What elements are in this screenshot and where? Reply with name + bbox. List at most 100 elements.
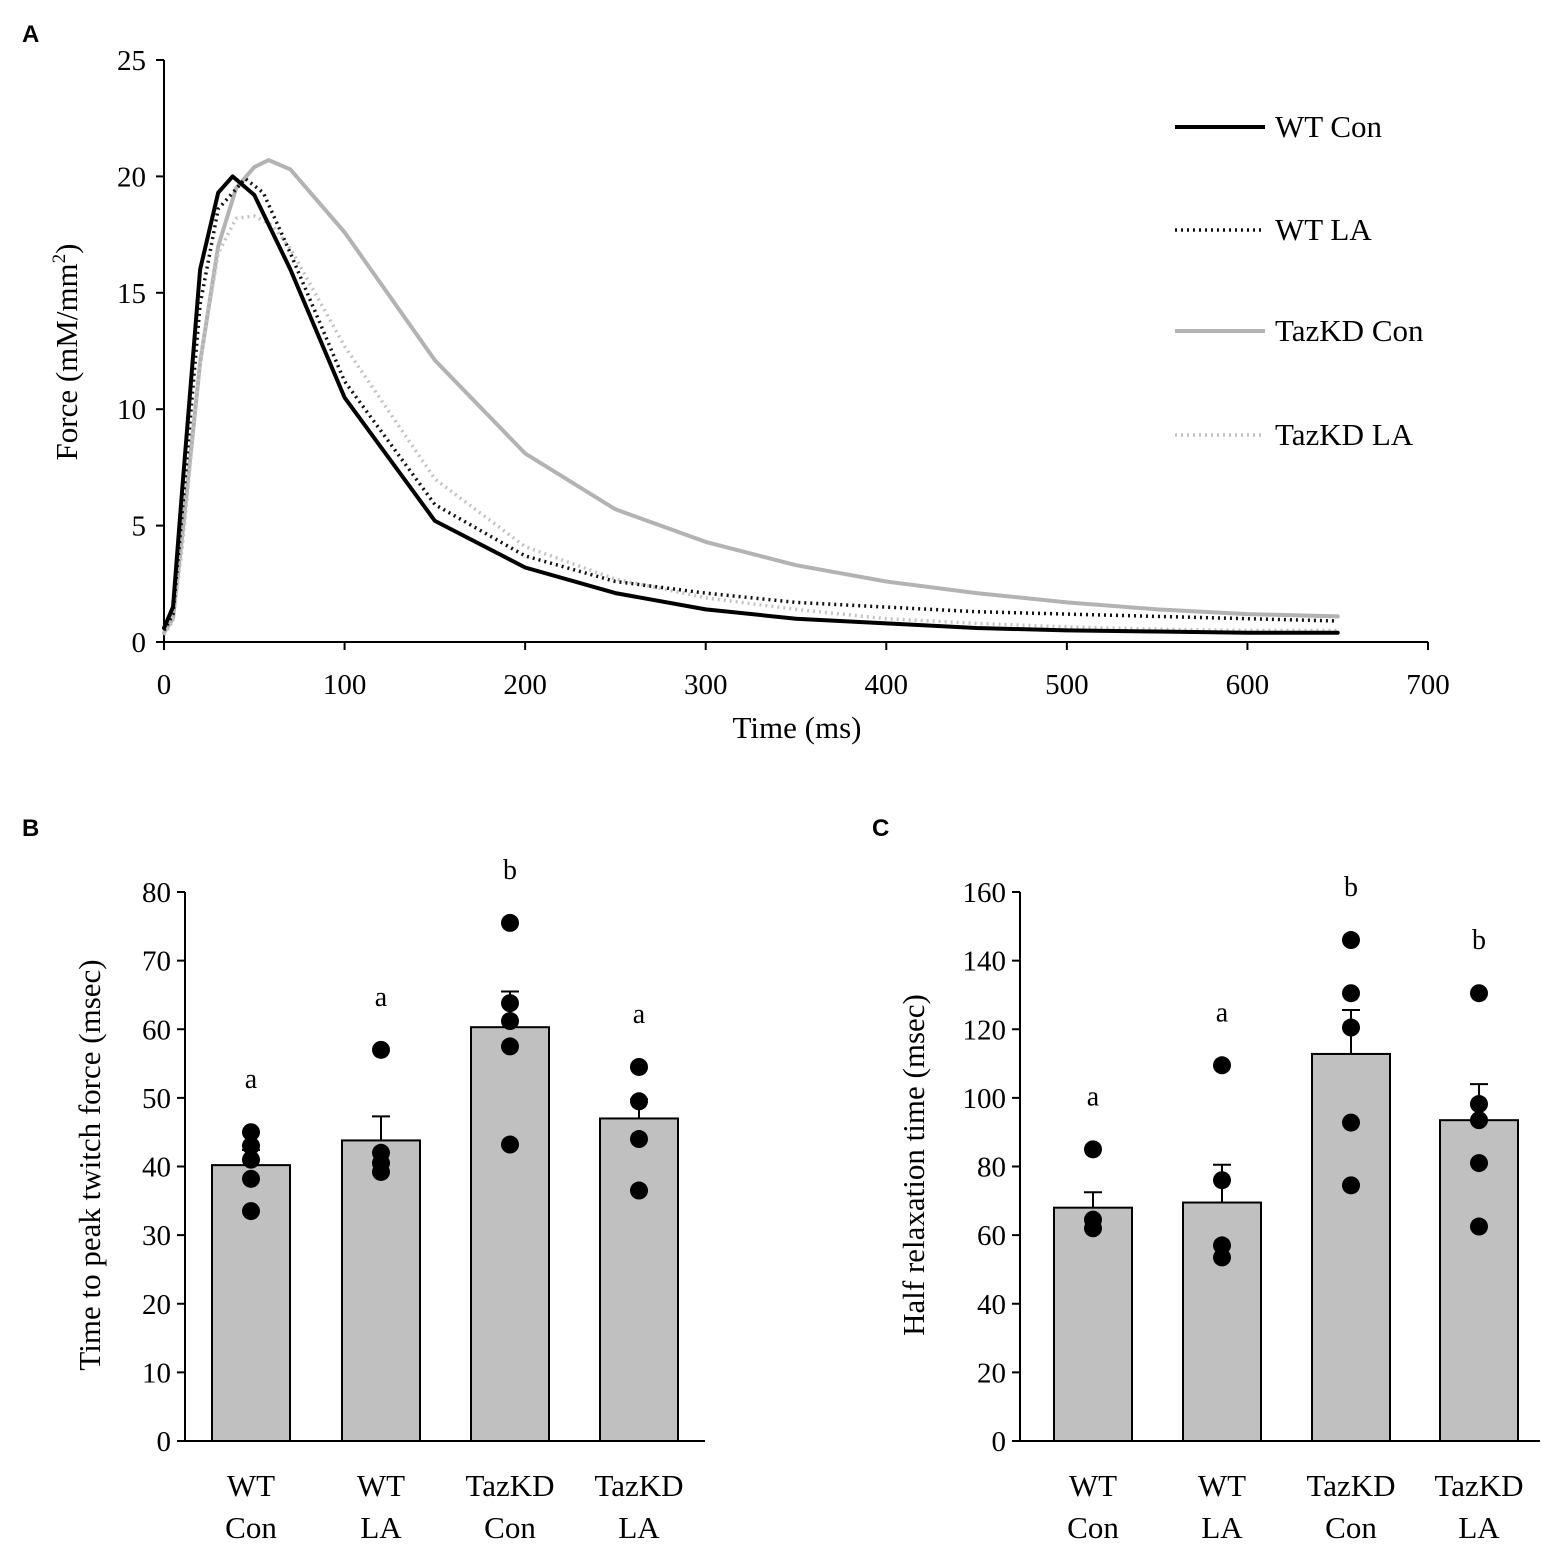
panel-b-data-point [630, 1092, 648, 1111]
panel-c-y-tick-label: 20 [977, 1357, 1006, 1389]
panel-a-label: A [22, 21, 39, 48]
panel-b-category-label-line2: Con [484, 1510, 536, 1545]
panel-b-category-label-line2: LA [360, 1510, 402, 1545]
panel-c-plot-area: 0 20 40 60 80 100 120 140 160 a WT Con a WT LA b TazKD Co… [963, 872, 1540, 1545]
panel-c-data-point [1342, 1113, 1360, 1132]
panel-c-y-axis-title: Half relaxation time (msec) [896, 994, 931, 1336]
panel-b-data-point [501, 1037, 519, 1056]
panel-c-data-point [1213, 1056, 1231, 1075]
panel-a-x-tick-label: 500 [1045, 669, 1089, 701]
panel-b-significance-letter: a [245, 1064, 258, 1095]
panel-b-data-point [372, 1040, 390, 1059]
panel-c-significance-letter: a [1087, 1081, 1100, 1112]
panel-b-bar [599, 1117, 679, 1443]
panel-c-data-point [1470, 1095, 1488, 1114]
panel-b-data-point [242, 1123, 260, 1142]
legend-label-tazkd-con: TazKD Con [1275, 313, 1424, 348]
panel-b-data-point [372, 1143, 390, 1162]
panel-b-significance-letter: a [633, 999, 646, 1030]
panel-c-category-label-line1: TazKD [1434, 1468, 1523, 1503]
panel-a-y-tick-label: 15 [117, 278, 146, 310]
panel-c-y-tick-label: 80 [977, 1152, 1006, 1184]
panel-b-data-point [501, 913, 519, 932]
series-line-tazkd-la [162, 214, 1338, 636]
panel-b-category-label-line1: WT [357, 1468, 405, 1503]
panel-c-y-tick-label: 160 [963, 877, 1007, 909]
panel-c-bar [1053, 1206, 1133, 1443]
panel-b-significance-letter: a [375, 982, 388, 1013]
panel-b-data-point [630, 1130, 648, 1149]
series-line-wt-la [162, 176, 1338, 632]
panel-c-y-tick-label: 60 [977, 1220, 1006, 1252]
legend-label-wt-la: WT LA [1275, 212, 1372, 247]
panel-b-plot-area: 0 10 20 30 40 50 60 70 80 a WT Con a WT LA b TazKD Con a Ta… [142, 855, 705, 1545]
panel-b-category-label-line2: Con [225, 1510, 277, 1545]
panel-a-y-tick-label: 5 [132, 511, 147, 543]
panel-a-y-tick-label: 0 [132, 627, 147, 659]
panel-a-x-ticks: 0 100 200 300 400 500 600 700 [157, 642, 1450, 701]
panel-a-x-tick-label: 100 [323, 669, 367, 701]
panel-b-data-point [501, 994, 519, 1013]
panel-b-y-tick-label: 60 [142, 1014, 171, 1046]
panel-a-x-axis-title: Time (ms) [733, 710, 862, 745]
panel-c-y-tick-label: 100 [963, 1083, 1007, 1115]
panel-c-data-point [1470, 1111, 1488, 1130]
panel-c-data-point [1342, 984, 1360, 1003]
panel-c-data-point [1342, 931, 1360, 950]
panel-b-y-tick-label: 50 [142, 1083, 171, 1115]
panel-c-data-point [1084, 1140, 1102, 1159]
panel-c-data-point [1342, 1176, 1360, 1195]
panel-a-y-tick-label: 25 [117, 45, 146, 77]
panel-a-x-tick-label: 200 [503, 669, 547, 701]
panel-b-data-point [501, 1012, 519, 1031]
panel-b-y-tick-label: 40 [142, 1152, 171, 1184]
panel-b-bar [470, 1026, 550, 1443]
panel-c-category-label-line2: Con [1325, 1510, 1377, 1545]
panel-a-y-title-superscript: 2 [49, 254, 70, 264]
panel-a-x-tick-label: 400 [865, 669, 909, 701]
panel-b-y-tick-label: 0 [157, 1426, 172, 1458]
panel-c-category-label-line1: TazKD [1306, 1468, 1395, 1503]
panel-c: C Half relaxation time (msec) 0 20 40 60 80 1… [872, 815, 1540, 1545]
panel-b-category-label-line1: WT [227, 1468, 275, 1503]
panel-a-y-tick-label: 10 [117, 394, 146, 426]
panel-a: A 0 5 10 15 20 25 0 100 200 300 400 500 600 700 Time… [22, 21, 1450, 745]
panel-c-label: C [872, 815, 889, 842]
panel-a-y-axis-title: Force (mM/mm2) [49, 244, 84, 461]
panel-a-x-tick-label: 300 [684, 669, 728, 701]
panel-b-data-point [630, 1057, 648, 1076]
panel-b-y-tick-label: 80 [142, 877, 171, 909]
series-line-wt-con [162, 174, 1340, 635]
panel-c-category-label-line2: LA [1458, 1510, 1500, 1545]
panel-c-y-tick-label: 40 [977, 1289, 1006, 1321]
panel-c-y-tick-label: 140 [963, 946, 1007, 978]
panel-b-y-tick-label: 10 [142, 1357, 171, 1389]
panel-b-data-point [242, 1202, 260, 1221]
panel-b-data-point [630, 1181, 648, 1200]
panel-c-data-point [1470, 984, 1488, 1003]
panel-b-category-label-line1: TazKD [465, 1468, 554, 1503]
panel-b-y-axis-title: Time to peak twitch force (msec) [72, 959, 107, 1370]
panel-a-x-tick-label: 0 [157, 669, 172, 701]
panel-c-y-tick-label: 120 [963, 1014, 1007, 1046]
panel-b: B Time to peak twitch force (msec) 0 10 20… [22, 815, 705, 1545]
series-line-tazkd-con [162, 158, 1340, 635]
panel-c-significance-letter: a [1216, 997, 1229, 1028]
panel-c-data-point [1470, 1154, 1488, 1173]
legend-label-tazkd-la: TazKD LA [1275, 417, 1414, 452]
panel-b-data-point [501, 1135, 519, 1154]
panel-c-data-point [1342, 1018, 1360, 1037]
panel-b-category-label-line2: LA [618, 1510, 660, 1545]
panel-c-y-tick-label: 0 [992, 1426, 1007, 1458]
panel-c-category-label-line1: WT [1069, 1468, 1117, 1503]
panel-a-y-title-main: Force (mM/mm [49, 263, 84, 460]
panel-b-significance-letter: b [503, 855, 517, 886]
panel-b-y-tick-label: 20 [142, 1289, 171, 1321]
panel-b-y-tick-label: 70 [142, 946, 171, 978]
panel-c-data-point [1084, 1210, 1102, 1229]
panel-b-bar [341, 1139, 421, 1442]
panel-b-y-tick-label: 30 [142, 1220, 171, 1252]
panel-b-data-point [242, 1169, 260, 1188]
panel-c-significance-letter: b [1472, 925, 1486, 956]
